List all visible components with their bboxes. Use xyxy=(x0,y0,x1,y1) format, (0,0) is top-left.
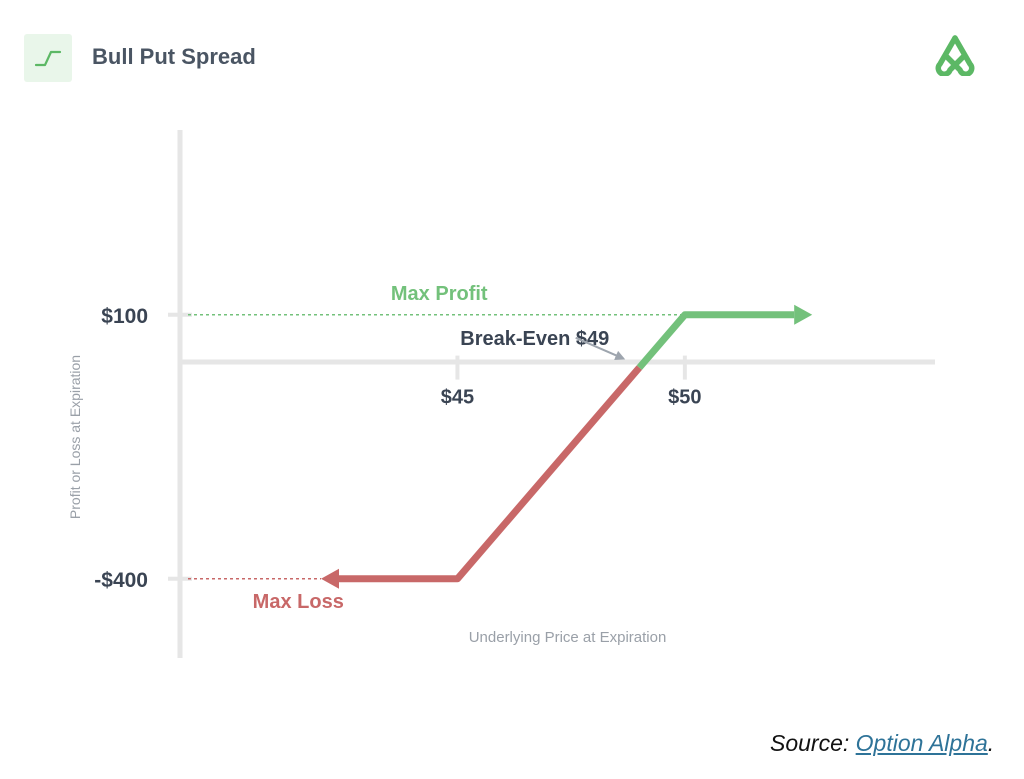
payoff-step-icon xyxy=(34,50,62,67)
max-loss-label: Max Loss xyxy=(253,591,344,613)
break-even-label: Break-Even $49 xyxy=(460,328,609,350)
x-tick-label-50: $50 xyxy=(668,387,701,409)
header-icon-box xyxy=(24,34,72,82)
y-axis-title: Profit or Loss at Expiration xyxy=(67,355,83,519)
loss-segment xyxy=(338,365,643,583)
y-tick-label-neg400: -$400 xyxy=(94,569,148,592)
max-profit-label: Max Profit xyxy=(391,283,488,305)
source-suffix: . xyxy=(987,730,995,756)
y-tick-label-100: $100 xyxy=(101,305,148,328)
loss-arrowhead xyxy=(320,568,339,589)
page-title: Bull Put Spread xyxy=(92,44,256,69)
source-prefix: Source: xyxy=(770,730,856,756)
x-axis-title: Underlying Price at Expiration xyxy=(469,629,667,646)
x-tick-label-45: $45 xyxy=(441,387,474,409)
option-alpha-logo-icon xyxy=(935,35,975,76)
profit-segment xyxy=(636,311,795,370)
break-even-pointer-arrow xyxy=(575,336,626,360)
source-credit: Source: Option Alpha. xyxy=(770,730,994,757)
source-link[interactable]: Option Alpha xyxy=(855,730,988,756)
profit-arrowhead xyxy=(794,304,813,325)
